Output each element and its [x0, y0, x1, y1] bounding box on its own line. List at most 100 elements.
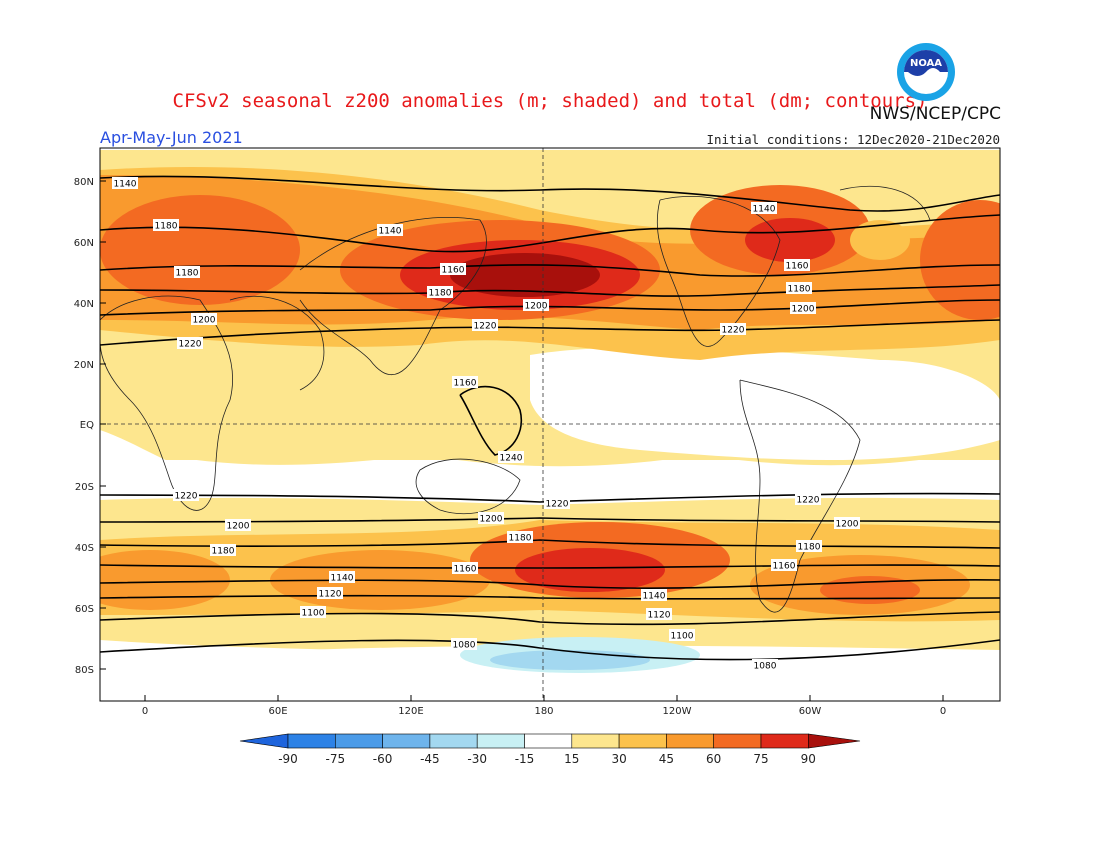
contour-line	[100, 214, 1000, 253]
lat-tick-label: 40N	[74, 299, 94, 310]
svg-text:1080: 1080	[453, 641, 476, 651]
lon-tick-label: 180	[534, 706, 553, 717]
contour-line	[100, 284, 1000, 297]
initial-conditions: Initial conditions: 12Dec2020-21Dec2020	[706, 132, 1001, 147]
colorbar-label: -60	[373, 752, 393, 766]
svg-text:1180: 1180	[798, 543, 821, 553]
contour-label: 1180	[507, 531, 533, 544]
contour-label: 1140	[329, 571, 355, 584]
colorbar-swatch	[382, 733, 431, 749]
contour-label: 1220	[472, 319, 498, 332]
svg-text:1200: 1200	[525, 302, 548, 312]
contour-line	[100, 175, 1000, 212]
lon-tick-label: 120W	[663, 706, 692, 717]
shaded-anomalies	[100, 148, 1000, 701]
contour-label: 1240	[498, 451, 524, 464]
contour-line	[100, 579, 1000, 589]
contour-label: 1160	[440, 263, 466, 276]
lat-tick-label: 40S	[75, 543, 94, 554]
contour-line	[100, 319, 1000, 346]
colorbar-swatch	[524, 733, 573, 749]
colorbar-swatch	[287, 733, 336, 749]
agency-label: NWS/NCEP/CPC	[869, 104, 1001, 124]
contour-label: 1100	[300, 606, 326, 619]
contour-label: 1180	[210, 544, 236, 557]
svg-text:1120: 1120	[648, 611, 671, 621]
colorbar-swatch	[760, 733, 809, 749]
colorbar-label: -30	[467, 752, 487, 766]
colorbar-label: 45	[659, 752, 674, 766]
lat-tick-label: 20N	[74, 360, 94, 371]
svg-text:1220: 1220	[797, 496, 820, 506]
height-contours	[100, 175, 1000, 661]
svg-text:1080: 1080	[754, 662, 777, 672]
svg-text:1100: 1100	[671, 632, 694, 642]
contour-line	[100, 264, 1000, 277]
colorbar-label: -75	[325, 752, 345, 766]
contour-label: 1180	[427, 286, 453, 299]
svg-text:1220: 1220	[179, 340, 202, 350]
svg-text:1200: 1200	[836, 520, 859, 530]
contour-label: 1160	[452, 376, 478, 389]
lon-tick-label: 120E	[398, 706, 423, 717]
colorbar-label: 30	[611, 752, 626, 766]
svg-text:1200: 1200	[792, 305, 815, 315]
colorbar-swatch	[334, 733, 383, 749]
coastlines	[100, 185, 931, 613]
lat-tick-label: 60S	[75, 604, 94, 615]
lat-tick-label: 80S	[75, 665, 94, 676]
contour-label: 1080	[752, 659, 778, 672]
contour-label: 1200	[191, 313, 217, 326]
lat-tick-label: 20S	[75, 482, 94, 493]
colorbar: -90 -75 -60 -45 -30 -15 15 30 45 60 75 90	[239, 733, 861, 766]
chart-title: CFSv2 seasonal z200 anomalies (m; shaded…	[172, 90, 928, 112]
lon-tick-label: 0	[940, 706, 946, 717]
colorbar-swatch	[618, 733, 667, 749]
contour-label: 1140	[112, 177, 138, 190]
colorbar-label: -15	[515, 752, 535, 766]
contour-line	[100, 611, 1000, 626]
contour-line	[100, 594, 1000, 600]
svg-text:1220: 1220	[474, 322, 497, 332]
contour-label: 1160	[452, 562, 478, 575]
contour-line	[100, 492, 1000, 503]
svg-text:1180: 1180	[176, 269, 199, 279]
contour-line	[100, 564, 1000, 569]
svg-text:1180: 1180	[212, 547, 235, 557]
colorbar-swatch	[429, 733, 478, 749]
contour-label: 1220	[795, 493, 821, 506]
contour-label: 1180	[796, 540, 822, 553]
svg-text:1200: 1200	[480, 515, 503, 525]
svg-text:1140: 1140	[379, 227, 402, 237]
contour-label: 1200	[478, 512, 504, 525]
colorbar-label: -45	[420, 752, 440, 766]
colorbar-high-arrow	[807, 733, 861, 749]
contour-label: 1220	[544, 497, 570, 510]
contour-label: 1220	[173, 489, 199, 502]
lat-tick-label: 80N	[74, 177, 94, 188]
svg-text:1180: 1180	[429, 289, 452, 299]
svg-text:1220: 1220	[175, 492, 198, 502]
contour-label: 1160	[771, 559, 797, 572]
contour-line	[459, 385, 522, 456]
svg-text:1200: 1200	[193, 316, 216, 326]
contour-label: 1200	[834, 517, 860, 530]
svg-text:1160: 1160	[454, 565, 477, 575]
colorbar-swatch	[476, 733, 525, 749]
forecast-period: Apr-May-Jun 2021	[100, 128, 243, 147]
colorbar-swatch	[666, 733, 715, 749]
contour-label: 1140	[377, 224, 403, 237]
contour-label: 1200	[523, 299, 549, 312]
axis-ticks: 80N 60N 40N 20N EQ 20S 40S 60S 80S 0 60E 120E 180 120…	[74, 177, 946, 717]
contour-label: 1200	[790, 302, 816, 315]
colorbar-label: -90	[278, 752, 298, 766]
noaa-logo: NOAA	[897, 43, 955, 101]
contour-label: 1120	[646, 608, 672, 621]
svg-text:1160: 1160	[442, 266, 465, 276]
contour-label: 1080	[451, 638, 477, 651]
svg-text:1160: 1160	[454, 379, 477, 389]
colorbar-swatch	[713, 733, 762, 749]
colorbar-label: 60	[706, 752, 721, 766]
colorbar-label: 15	[564, 752, 579, 766]
